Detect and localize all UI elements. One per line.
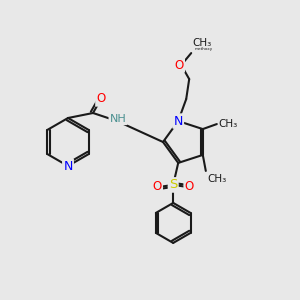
Text: O: O: [96, 92, 106, 106]
Text: NH: NH: [110, 114, 126, 124]
Text: N: N: [173, 115, 183, 128]
Text: CH₃: CH₃: [219, 119, 238, 129]
Text: CH₃: CH₃: [208, 174, 227, 184]
Text: N: N: [63, 160, 73, 172]
Text: O: O: [184, 180, 194, 194]
Text: S: S: [169, 178, 177, 191]
Text: O: O: [153, 180, 162, 194]
Text: methoxy: methoxy: [194, 47, 212, 51]
Text: O: O: [175, 58, 184, 72]
Text: CH₃: CH₃: [192, 38, 212, 48]
